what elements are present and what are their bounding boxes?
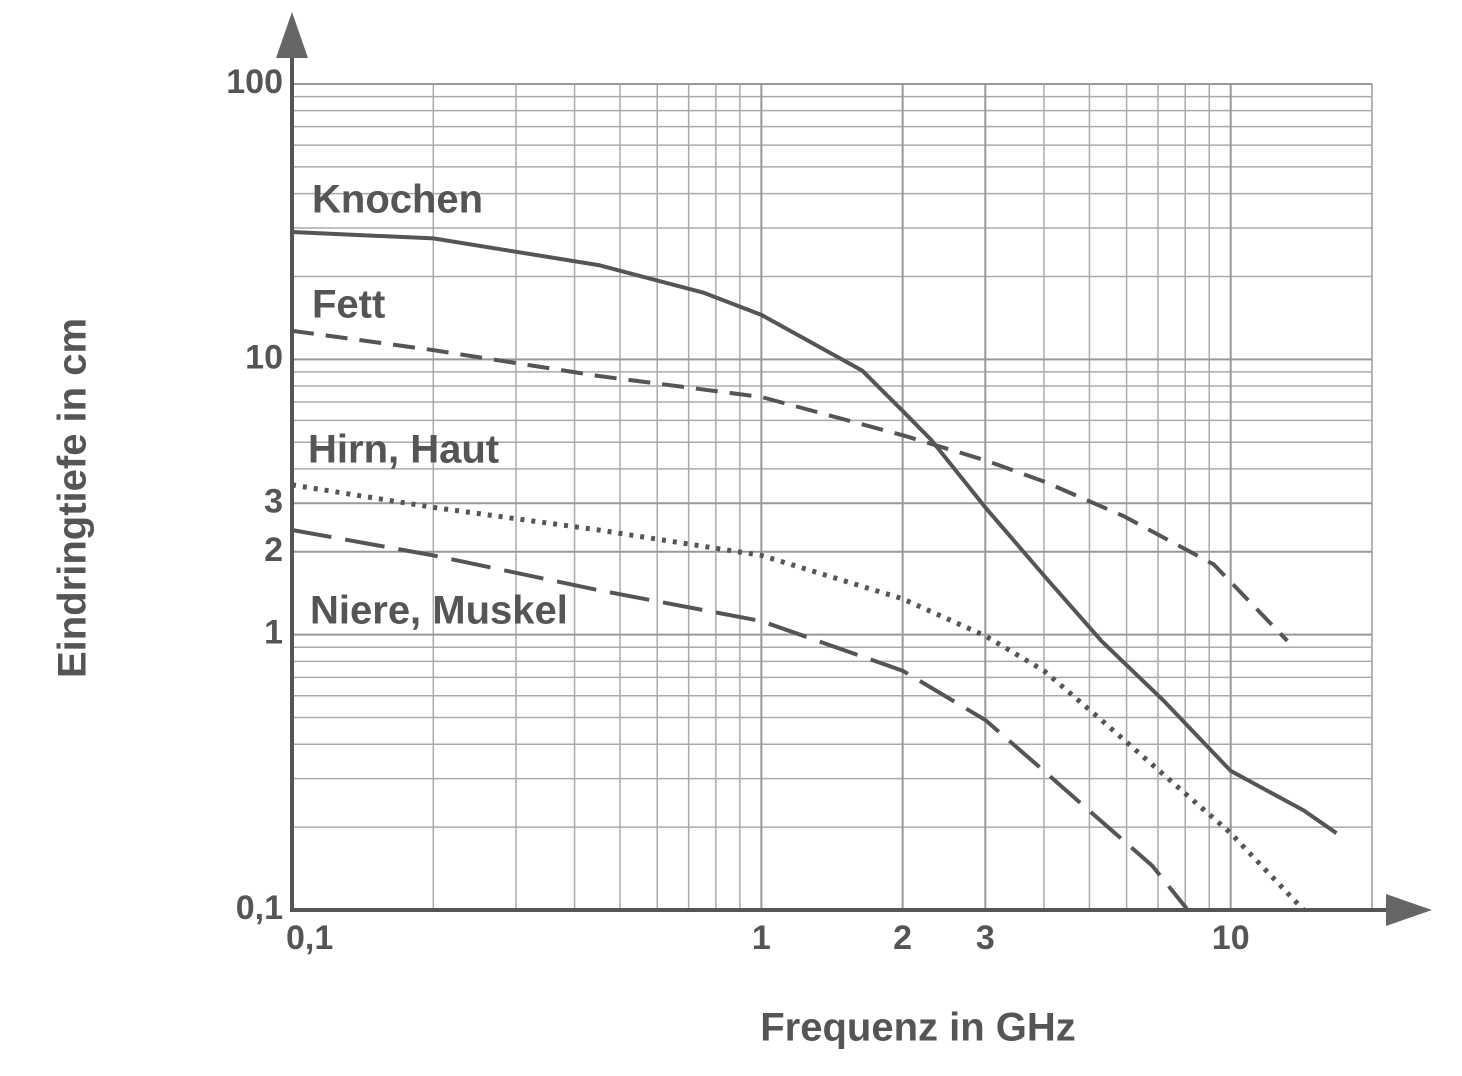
x-tick-label: 3 — [976, 919, 995, 957]
line-series — [291, 482, 1306, 912]
y-tick-label: 3 — [264, 482, 283, 520]
y-axis-arrow — [276, 12, 308, 58]
y-tick-label: 2 — [264, 531, 283, 569]
series-label: Hirn, Haut — [308, 428, 499, 472]
series-label: Niere, Muskel — [310, 589, 568, 633]
line-series — [291, 328, 1289, 643]
x-axis-title: Frequenz in GHz — [760, 1006, 1076, 1050]
y-tick-label: 100 — [226, 63, 283, 101]
y-axis-title: Eindringtiefe in cm — [51, 318, 95, 678]
series-label: Fett — [312, 283, 385, 327]
x-axis-arrow — [1386, 894, 1432, 926]
y-tick-label: 10 — [245, 338, 283, 376]
y-tick-label: 1 — [264, 614, 283, 652]
line-series — [291, 528, 1190, 912]
x-tick-label: 10 — [1212, 919, 1250, 957]
y-tick-label: 0,1 — [236, 889, 283, 927]
x-tick-label: 0,1 — [286, 919, 333, 957]
x-tick-label: 1 — [752, 919, 771, 957]
x-tick-label: 2 — [893, 919, 912, 957]
grid — [291, 83, 1373, 911]
line-series — [291, 230, 1338, 835]
series-label: Knochen — [312, 178, 483, 222]
